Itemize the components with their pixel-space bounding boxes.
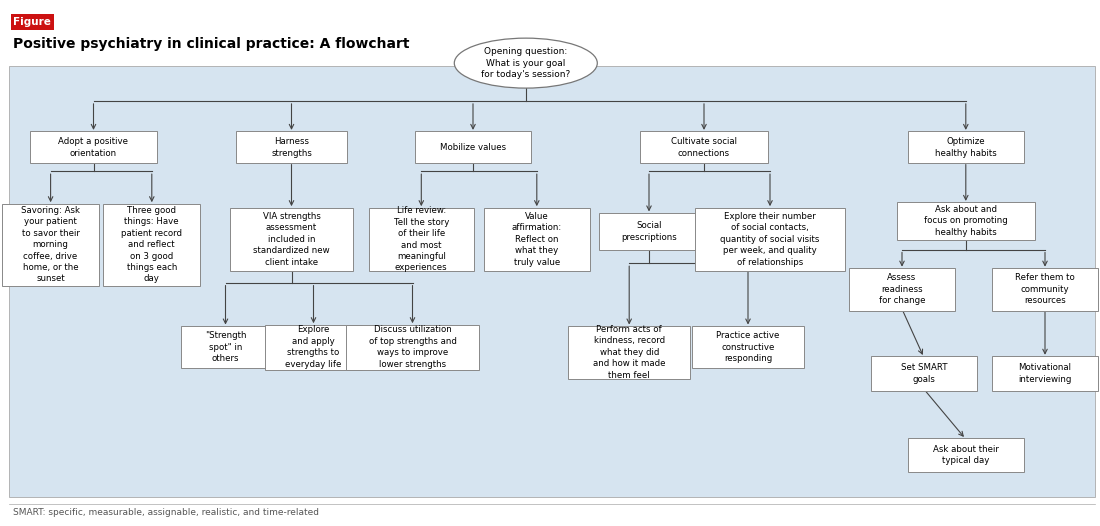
Text: Mobilize values: Mobilize values	[440, 143, 506, 152]
FancyBboxPatch shape	[103, 204, 200, 286]
Text: Harness
strengths: Harness strengths	[271, 137, 312, 157]
Text: Ask about their
typical day: Ask about their typical day	[933, 445, 999, 465]
FancyBboxPatch shape	[236, 132, 348, 163]
FancyBboxPatch shape	[693, 326, 803, 368]
FancyBboxPatch shape	[908, 132, 1024, 163]
Text: Refer them to
community
resources: Refer them to community resources	[1015, 274, 1075, 305]
FancyBboxPatch shape	[896, 203, 1035, 240]
FancyBboxPatch shape	[265, 325, 362, 370]
FancyBboxPatch shape	[345, 325, 480, 370]
FancyBboxPatch shape	[9, 66, 1094, 497]
Text: Value
affirmation:
Reflect on
what they
truly value: Value affirmation: Reflect on what they …	[512, 212, 562, 267]
FancyBboxPatch shape	[992, 356, 1098, 391]
Text: Figure: Figure	[13, 17, 51, 27]
Text: Motivational
interviewing: Motivational interviewing	[1019, 363, 1071, 383]
FancyBboxPatch shape	[30, 132, 157, 163]
FancyBboxPatch shape	[908, 438, 1024, 472]
FancyBboxPatch shape	[568, 326, 691, 379]
FancyBboxPatch shape	[640, 132, 768, 163]
Text: SMART: specific, measurable, assignable, realistic, and time-related: SMART: specific, measurable, assignable,…	[13, 508, 319, 518]
Text: VIA strengths
assessment
included in
standardized new
client intake: VIA strengths assessment included in sta…	[253, 212, 330, 267]
Text: Life review:
Tell the story
of their life
and most
meaningful
experiences: Life review: Tell the story of their lif…	[394, 206, 449, 272]
FancyBboxPatch shape	[598, 213, 700, 250]
Text: Set SMART
goals: Set SMART goals	[901, 363, 947, 383]
Text: Optimize
healthy habits: Optimize healthy habits	[935, 137, 997, 157]
Text: Adopt a positive
orientation: Adopt a positive orientation	[58, 137, 129, 157]
FancyBboxPatch shape	[484, 207, 590, 271]
FancyBboxPatch shape	[415, 132, 531, 163]
Text: Assess
readiness
for change: Assess readiness for change	[879, 274, 925, 305]
Text: Explore their number
of social contacts,
quantity of social visits
per week, and: Explore their number of social contacts,…	[720, 212, 820, 267]
Text: Perform acts of
kindness, record
what they did
and how it made
them feel: Perform acts of kindness, record what th…	[593, 325, 666, 380]
Text: Savoring: Ask
your patient
to savor their
morning
coffee, drive
home, or the
sun: Savoring: Ask your patient to savor thei…	[21, 206, 80, 284]
Text: Ask about and
focus on promoting
healthy habits: Ask about and focus on promoting healthy…	[924, 205, 1008, 237]
Text: Cultivate social
connections: Cultivate social connections	[671, 137, 737, 157]
FancyBboxPatch shape	[992, 268, 1098, 310]
FancyBboxPatch shape	[695, 207, 845, 271]
Text: Opening question:
What is your goal
for today's session?: Opening question: What is your goal for …	[481, 47, 571, 79]
Text: Three good
things: Have
patient record
and reflect
on 3 good
things each
day: Three good things: Have patient record a…	[121, 206, 183, 284]
FancyBboxPatch shape	[871, 356, 977, 391]
FancyBboxPatch shape	[231, 207, 352, 271]
FancyBboxPatch shape	[849, 268, 955, 310]
Text: Explore
and apply
strengths to
everyday life: Explore and apply strengths to everyday …	[285, 326, 342, 369]
FancyBboxPatch shape	[368, 207, 474, 271]
FancyBboxPatch shape	[180, 326, 271, 368]
Text: Discuss utilization
of top strengths and
ways to improve
lower strengths: Discuss utilization of top strengths and…	[368, 326, 456, 369]
Ellipse shape	[454, 38, 597, 88]
Text: Social
prescriptions: Social prescriptions	[621, 221, 676, 241]
Text: Practice active
constructive
responding: Practice active constructive responding	[716, 331, 780, 363]
Text: Positive psychiatry in clinical practice: A flowchart: Positive psychiatry in clinical practice…	[13, 37, 409, 51]
FancyBboxPatch shape	[2, 204, 99, 286]
Text: "Strength
spot" in
others: "Strength spot" in others	[205, 331, 246, 363]
